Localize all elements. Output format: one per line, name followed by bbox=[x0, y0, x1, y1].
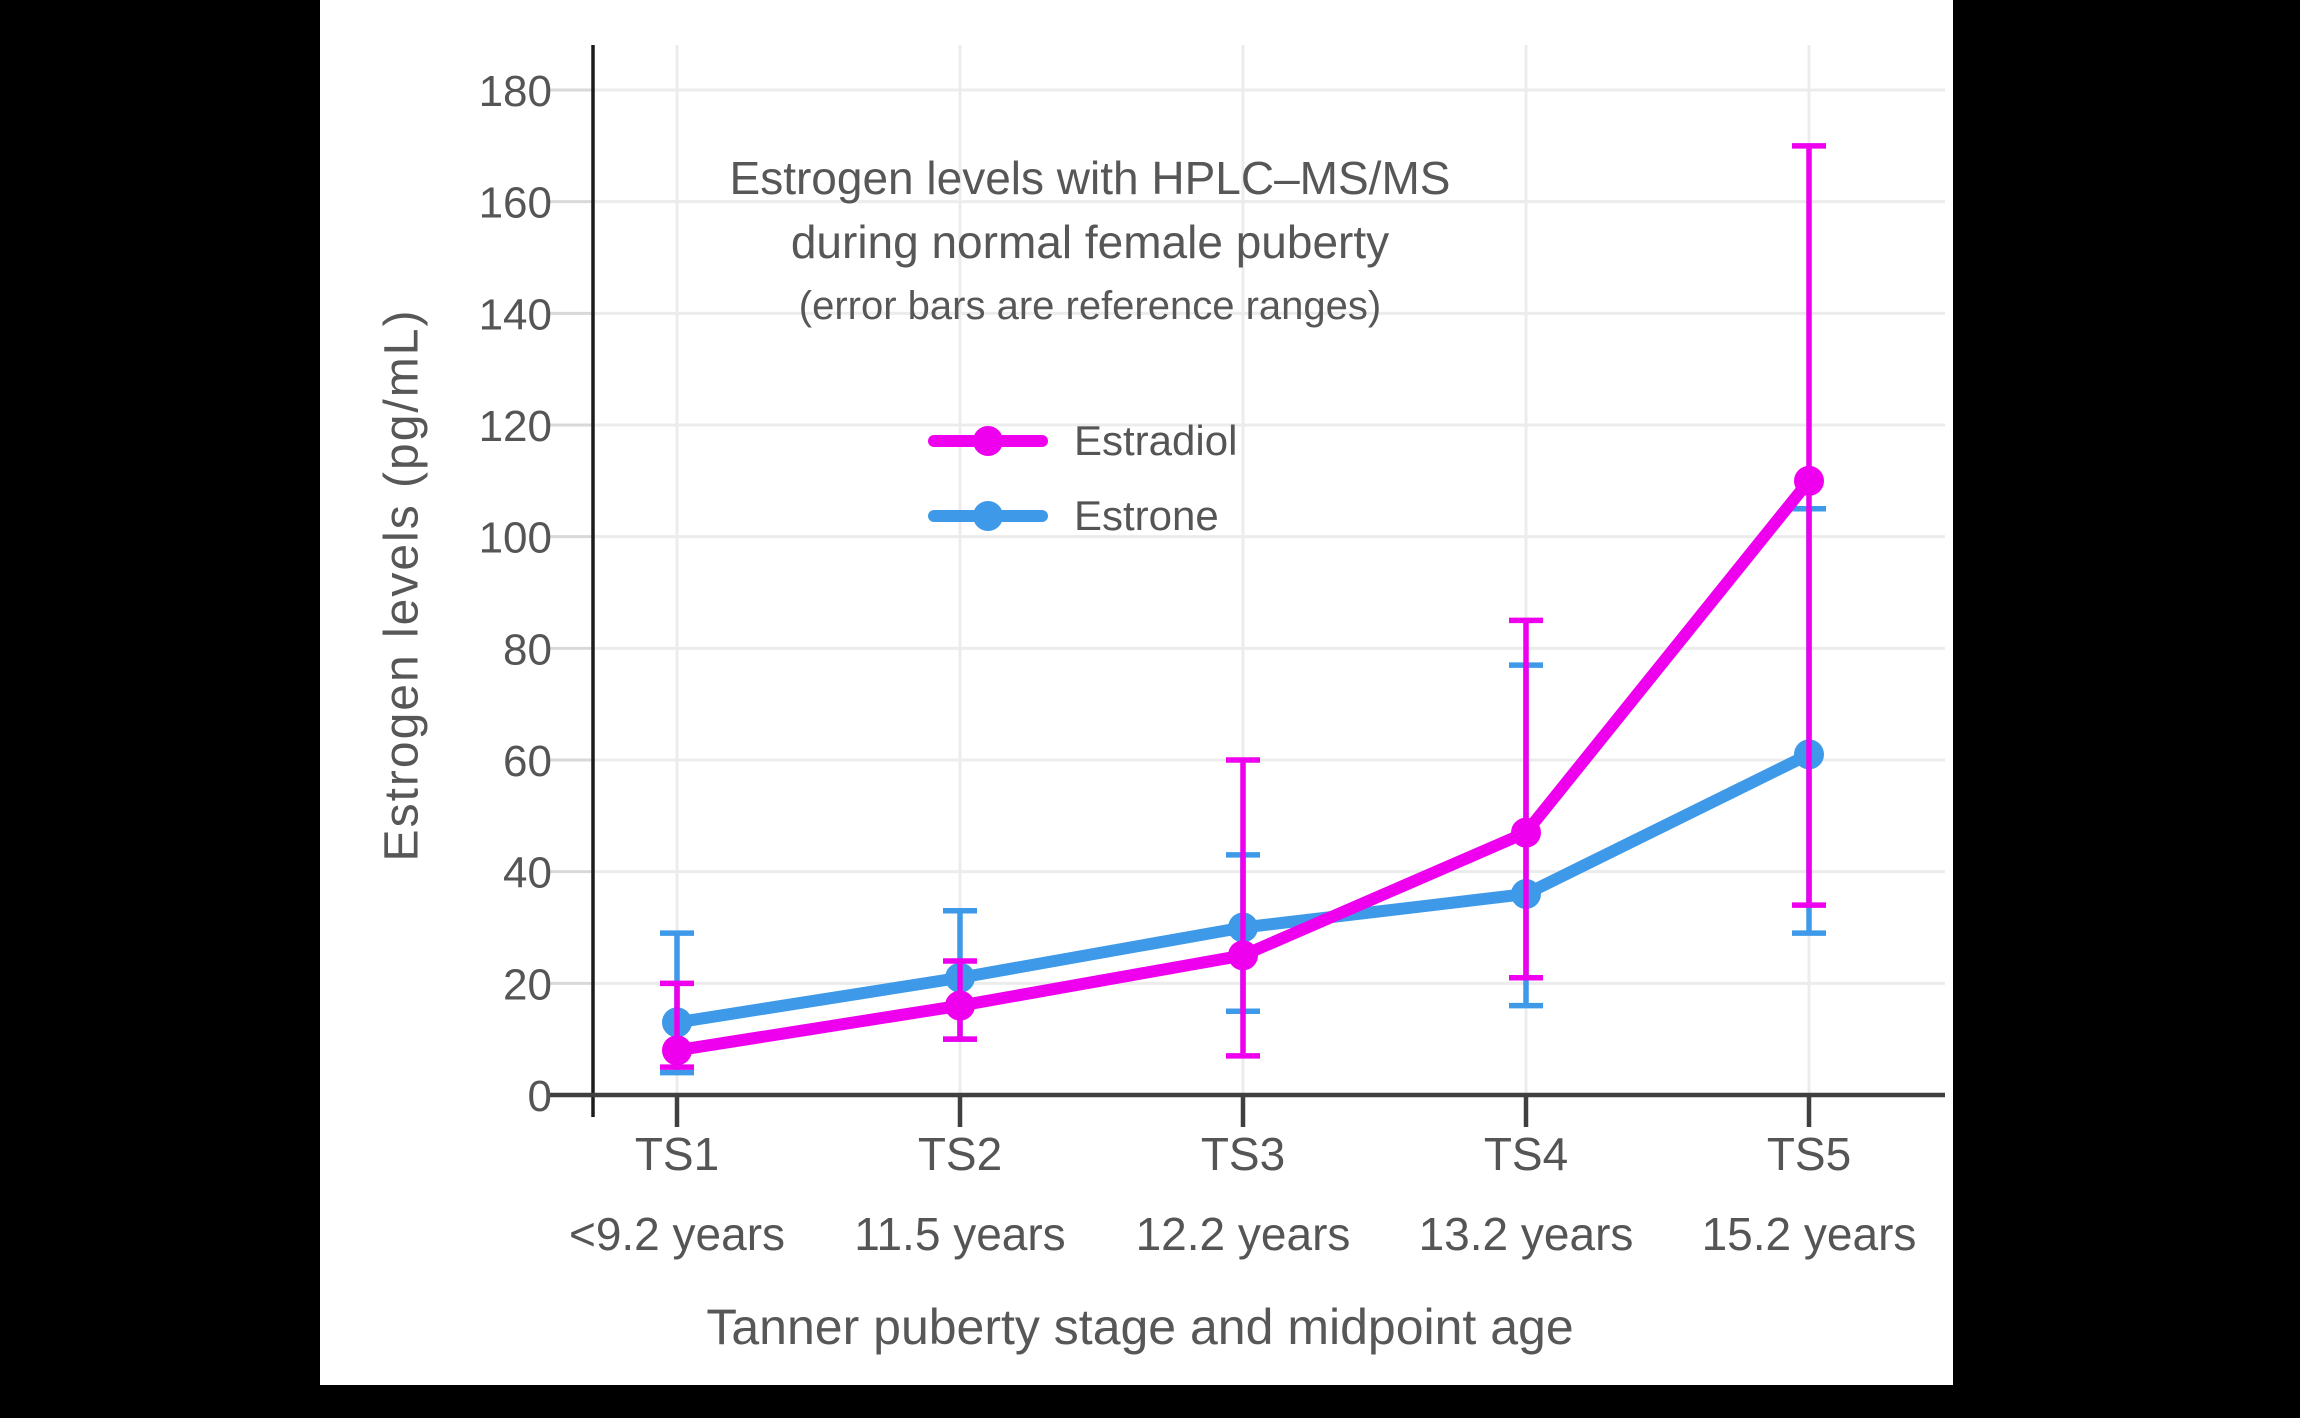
x-tick-sublabel: 13.2 years bbox=[1419, 1208, 1634, 1260]
axes bbox=[548, 45, 1945, 1127]
x-tick-label: TS2 bbox=[918, 1128, 1002, 1180]
legend: Estradiol Estrone bbox=[928, 417, 1238, 568]
x-tick-sublabel: <9.2 years bbox=[569, 1208, 785, 1260]
y-tick-label: 120 bbox=[479, 402, 552, 451]
x-tick-sublabel: 11.5 years bbox=[854, 1208, 1065, 1260]
chart-subtitle: (error bars are reference ranges) bbox=[798, 284, 1382, 328]
estradiol-marker-icon bbox=[973, 426, 1003, 456]
y-axis-title: Estrogen levels (pg/mL) bbox=[375, 308, 429, 862]
data-point-marker bbox=[1794, 465, 1824, 496]
tick-labels: 0 20 40 60 80 100 120 140 160 180 TS1 TS2 TS3 TS4 TS5 <… bbox=[479, 67, 1917, 1260]
estrone-line-swatch bbox=[928, 501, 1048, 531]
y-tick-label: 60 bbox=[503, 737, 552, 786]
y-tick-label: 100 bbox=[479, 514, 552, 563]
data-point-marker bbox=[662, 1035, 692, 1066]
x-tick-label: TS3 bbox=[1201, 1128, 1285, 1180]
chart-plot: 0 20 40 60 80 100 120 140 160 180 TS1 TS2 TS3 TS4 TS5 <… bbox=[479, 45, 1945, 1260]
y-tick-label: 20 bbox=[503, 960, 552, 1009]
legend-label-estradiol: Estradiol bbox=[1074, 417, 1238, 464]
chart-title-line1: Estrogen levels with HPLC–MS/MS bbox=[729, 152, 1451, 204]
x-tick-label: TS5 bbox=[1767, 1128, 1851, 1180]
x-tick-sublabel: 12.2 years bbox=[1136, 1208, 1351, 1260]
chart-title: Estrogen levels with HPLC–MS/MS during n… bbox=[490, 146, 1690, 274]
x-tick-label: TS4 bbox=[1484, 1128, 1568, 1180]
chart-title-line2: during normal female puberty bbox=[790, 216, 1390, 268]
chart-card: 0 20 40 60 80 100 120 140 160 180 TS1 TS2 TS3 TS4 TS5 <… bbox=[320, 0, 1953, 1385]
legend-item-estrone: Estrone bbox=[928, 492, 1237, 539]
estrone-marker-icon bbox=[973, 501, 1003, 531]
y-tick-label: 0 bbox=[528, 1072, 552, 1121]
series-estradiol bbox=[660, 143, 1826, 1070]
x-axis-title: Tanner puberty stage and midpoint age bbox=[706, 1299, 1574, 1355]
x-tick-label: TS1 bbox=[635, 1128, 719, 1180]
y-tick-label: 180 bbox=[479, 67, 552, 116]
y-tick-label: 140 bbox=[479, 290, 552, 339]
legend-label-estrone: Estrone bbox=[1074, 492, 1219, 539]
data-point-marker bbox=[945, 990, 975, 1021]
estradiol-line-swatch bbox=[928, 426, 1048, 456]
data-point-marker bbox=[1228, 940, 1258, 971]
y-tick-label: 80 bbox=[503, 625, 552, 674]
x-tick-sublabel: 15.2 years bbox=[1702, 1208, 1917, 1260]
legend-item-estradiol: Estradiol bbox=[928, 417, 1238, 464]
data-point-marker bbox=[1511, 817, 1541, 848]
y-tick-label: 40 bbox=[503, 849, 552, 898]
y-tick-label: 160 bbox=[479, 179, 552, 228]
